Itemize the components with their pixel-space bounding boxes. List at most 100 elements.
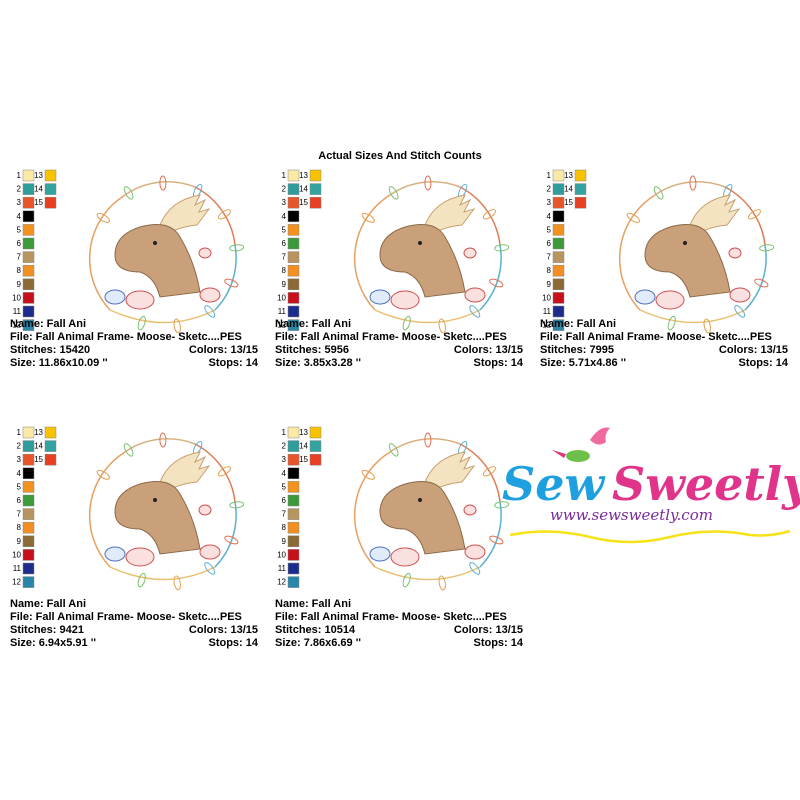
leaf bbox=[734, 305, 746, 318]
swatch-number: 5 bbox=[17, 225, 22, 234]
swatch-number: 2 bbox=[282, 442, 287, 451]
wreath-stroke bbox=[639, 309, 746, 324]
color-swatch bbox=[22, 237, 35, 250]
swatch-number: 8 bbox=[282, 523, 287, 532]
color-swatch bbox=[287, 562, 300, 575]
swatch-number: 6 bbox=[282, 496, 287, 505]
color-swatch bbox=[287, 251, 300, 263]
design-stops: Stops: 14 bbox=[738, 357, 788, 369]
color-swatch bbox=[552, 251, 565, 263]
mushroom bbox=[464, 544, 486, 560]
swatch-number: 2 bbox=[547, 185, 552, 194]
color-swatch bbox=[44, 196, 57, 209]
wreath-stroke bbox=[389, 181, 461, 196]
swatch-number: 14 bbox=[299, 185, 308, 194]
color-swatch bbox=[287, 508, 300, 520]
color-swatch bbox=[22, 319, 35, 331]
leaf bbox=[159, 432, 167, 448]
mushroom bbox=[390, 547, 420, 567]
swatch-number: 7 bbox=[282, 253, 287, 262]
color-swatch bbox=[574, 169, 587, 182]
color-swatch bbox=[44, 169, 57, 182]
design-stitches: Stitches: 9421 bbox=[10, 624, 84, 636]
color-swatch bbox=[287, 494, 300, 507]
swatch-number: 10 bbox=[542, 293, 551, 302]
leaf bbox=[137, 572, 146, 588]
color-swatch bbox=[574, 196, 587, 209]
moose-head bbox=[379, 481, 466, 555]
color-swatch bbox=[287, 535, 300, 548]
design-stitches: Stitches: 5956 bbox=[275, 344, 349, 356]
swatch-number: 4 bbox=[282, 469, 287, 478]
wreath-stroke bbox=[88, 194, 126, 311]
swatch-number: 6 bbox=[17, 239, 22, 248]
color-swatch bbox=[287, 183, 300, 195]
wreath-stroke bbox=[109, 309, 216, 324]
leaf bbox=[217, 466, 231, 477]
swatch-number: 10 bbox=[277, 293, 286, 302]
wreath-stroke bbox=[124, 181, 196, 196]
color-swatch bbox=[287, 453, 300, 466]
mushroom bbox=[199, 544, 221, 560]
mushroom bbox=[463, 504, 477, 516]
swatch-number: 1 bbox=[17, 428, 22, 437]
swatch-number: 8 bbox=[17, 266, 22, 275]
wreath-stroke bbox=[374, 309, 481, 324]
color-swatch bbox=[574, 183, 587, 195]
swatch-number: 13 bbox=[34, 428, 43, 437]
swatch-number: 12 bbox=[542, 321, 551, 330]
color-swatch bbox=[552, 169, 565, 182]
mushroom bbox=[655, 290, 685, 310]
swatch-number: 1 bbox=[282, 428, 287, 437]
color-swatch bbox=[309, 440, 322, 452]
moose-eye bbox=[683, 241, 687, 245]
swatch-number: 13 bbox=[299, 428, 308, 437]
color-swatch bbox=[44, 453, 57, 466]
design-preview bbox=[353, 432, 510, 591]
leaf bbox=[438, 575, 446, 591]
leaf bbox=[96, 212, 110, 223]
leaf bbox=[402, 572, 411, 588]
color-swatch bbox=[287, 224, 300, 236]
leaf bbox=[229, 244, 245, 252]
design-file: File: Fall Animal Frame- Moose- Sketc...… bbox=[10, 611, 242, 623]
leaf bbox=[217, 209, 231, 220]
mushroom bbox=[198, 247, 212, 259]
swatch-number: 3 bbox=[547, 198, 552, 207]
swatch-number: 3 bbox=[282, 198, 287, 207]
design-name: Name: Fall Ani bbox=[275, 318, 351, 330]
leaf bbox=[204, 562, 216, 575]
color-swatch bbox=[287, 292, 300, 304]
swatch-number: 11 bbox=[278, 307, 287, 316]
design-preview bbox=[88, 175, 245, 334]
color-swatch bbox=[287, 481, 300, 493]
swatch-number: 9 bbox=[282, 537, 287, 546]
swatch-number: 12 bbox=[277, 321, 286, 330]
wreath-stroke bbox=[353, 451, 391, 568]
color-swatch bbox=[22, 481, 35, 493]
mushroom bbox=[728, 247, 742, 259]
wreath-stroke bbox=[124, 438, 196, 453]
leaf bbox=[469, 305, 481, 318]
leaf bbox=[494, 244, 510, 252]
swatch-number: 9 bbox=[17, 280, 22, 289]
color-swatch bbox=[22, 224, 35, 236]
color-swatch bbox=[287, 440, 300, 452]
leaf bbox=[402, 315, 411, 331]
swatch-number: 12 bbox=[12, 578, 21, 587]
leaf bbox=[438, 318, 446, 334]
swatch-number: 5 bbox=[17, 482, 22, 491]
mushroom bbox=[369, 546, 391, 562]
swatch-number: 3 bbox=[17, 198, 22, 207]
color-swatch bbox=[22, 169, 35, 182]
swatch-number: 14 bbox=[34, 442, 43, 451]
mushroom bbox=[104, 546, 126, 562]
design-colors: Colors: 13/15 bbox=[189, 624, 258, 636]
design-file: File: Fall Animal Frame- Moose- Sketc...… bbox=[275, 331, 507, 343]
logo-ribbon bbox=[509, 529, 791, 544]
swatch-number: 1 bbox=[282, 171, 287, 180]
color-swatch bbox=[22, 521, 35, 534]
leaf bbox=[96, 469, 110, 480]
color-swatch bbox=[552, 183, 565, 195]
